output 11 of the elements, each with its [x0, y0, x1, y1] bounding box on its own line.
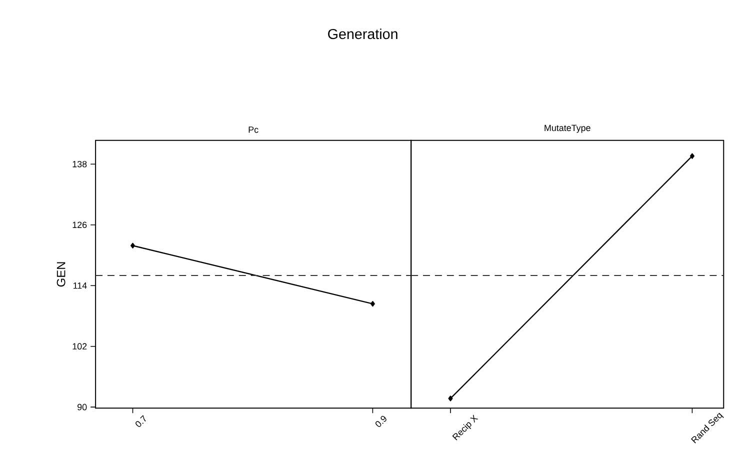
y-tick-label: 102	[72, 343, 87, 350]
x-tick-label: 0.9	[375, 416, 386, 427]
y-tick-label: 138	[72, 161, 87, 168]
x-tick-label: 0.7	[136, 415, 146, 427]
y-tick-label: 126	[72, 222, 87, 228]
chart-title: Pc	[248, 126, 258, 133]
y-tick-label: 114	[73, 282, 87, 289]
y-axis-title: GEN	[56, 262, 66, 287]
chart-title: MutateType	[544, 124, 590, 133]
text: Generation	[328, 28, 398, 40]
y-tick-label: 90	[78, 404, 87, 410]
